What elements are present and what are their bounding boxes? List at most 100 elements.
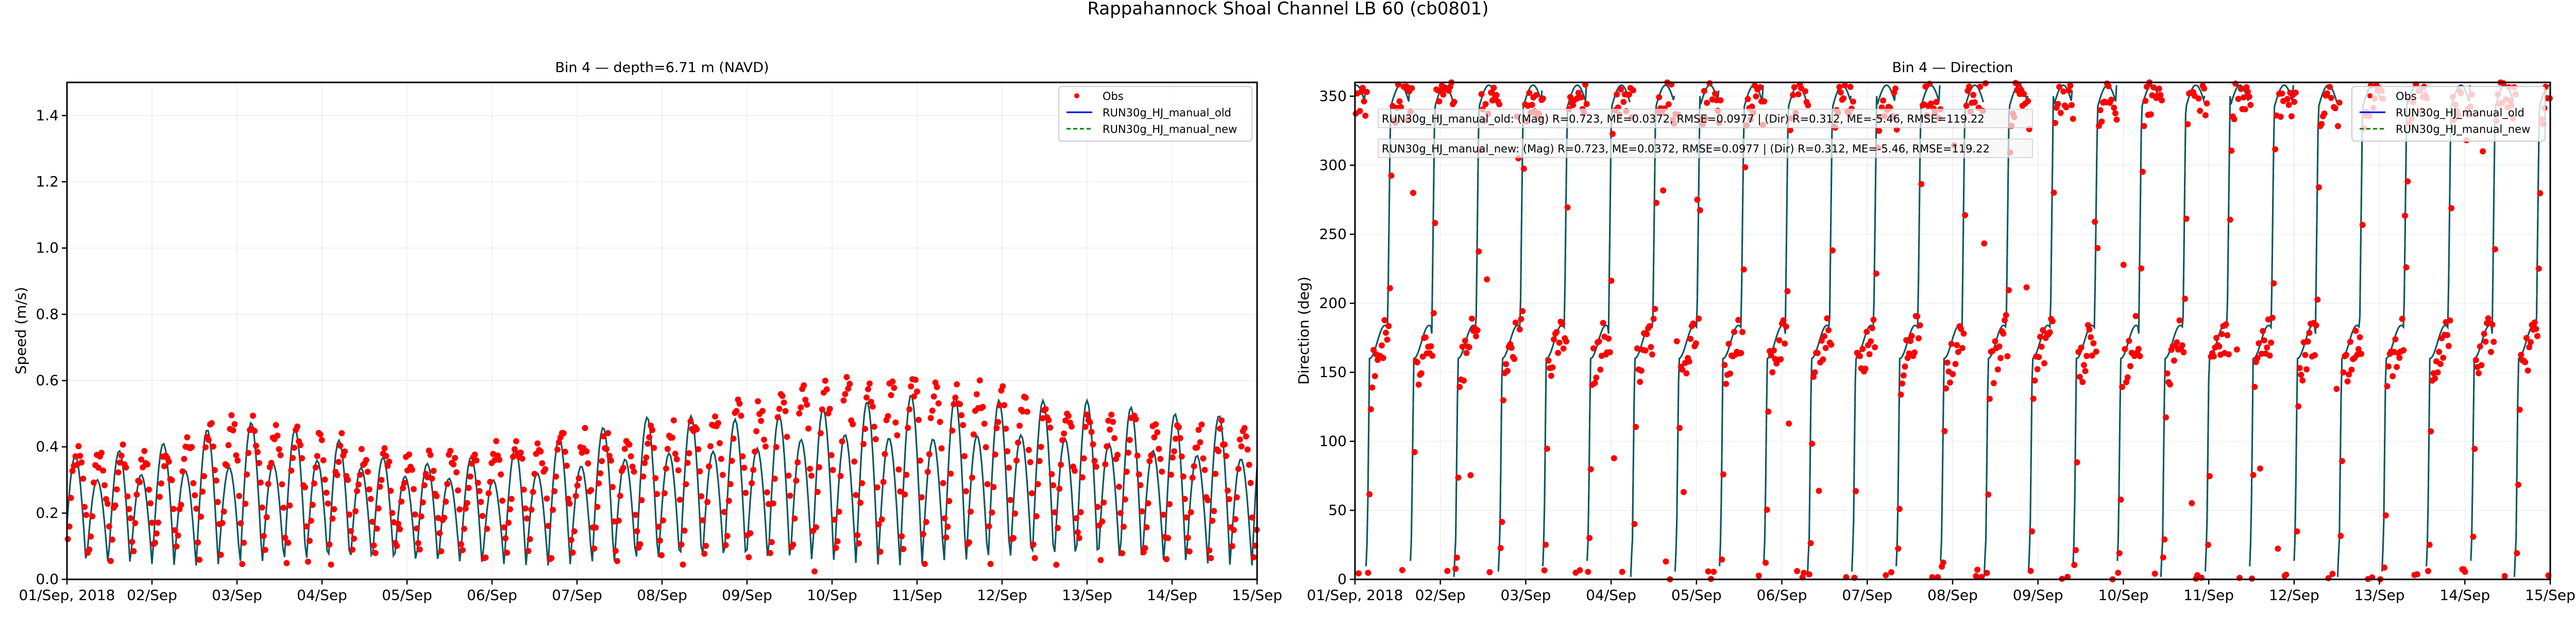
obs-point xyxy=(326,541,333,548)
obs-point xyxy=(462,505,469,512)
obs-point xyxy=(2071,562,2078,568)
obs-point xyxy=(531,471,538,477)
obs-point xyxy=(2382,512,2389,519)
obs-point xyxy=(645,440,651,447)
obs-point xyxy=(89,513,96,520)
obs-point xyxy=(224,462,230,469)
obs-point xyxy=(283,560,290,566)
obs-point xyxy=(2257,465,2263,472)
obs-point xyxy=(2527,339,2534,346)
obs-point xyxy=(2069,102,2075,108)
obs-point xyxy=(189,444,195,451)
obs-point xyxy=(1201,467,1208,473)
obs-point xyxy=(2470,534,2477,540)
obs-point xyxy=(482,554,489,561)
obs-point xyxy=(505,520,512,526)
obs-point xyxy=(256,460,262,467)
obs-point xyxy=(2531,319,2538,326)
obs-point xyxy=(1001,402,1008,408)
obs-point xyxy=(836,508,842,515)
obs-point xyxy=(398,499,405,505)
obs-point xyxy=(2318,121,2325,127)
obs-point xyxy=(845,385,852,392)
obs-point xyxy=(843,374,850,381)
obs-point xyxy=(2358,351,2365,357)
obs-point xyxy=(1107,426,1113,433)
obs-point xyxy=(334,472,341,478)
obs-point xyxy=(2462,569,2468,575)
obs-point xyxy=(2070,115,2076,122)
x-tick-label: 11/Sep xyxy=(892,587,942,604)
speed-panel-title: Bin 4 — depth=6.71 m (NAVD) xyxy=(555,60,769,76)
obs-point xyxy=(565,495,571,502)
obs-point xyxy=(599,458,605,465)
obs-point xyxy=(1596,338,1602,345)
obs-point xyxy=(534,440,541,447)
obs-point xyxy=(2197,108,2204,114)
obs-point xyxy=(2082,368,2089,374)
obs-point xyxy=(2067,82,2074,89)
obs-point xyxy=(1223,453,1229,459)
obs-point xyxy=(124,493,131,500)
obs-point xyxy=(660,517,666,524)
obs-point xyxy=(2313,322,2319,329)
obs-point xyxy=(906,406,913,413)
obs-point xyxy=(2228,147,2235,154)
obs-point xyxy=(1710,569,1717,575)
obs-point xyxy=(2437,360,2444,367)
obs-point xyxy=(1996,343,2003,350)
obs-point xyxy=(878,516,885,523)
obs-point xyxy=(969,474,975,481)
obs-point xyxy=(1367,406,1374,413)
obs-point xyxy=(1236,436,1243,443)
obs-point xyxy=(1981,240,1988,247)
obs-point xyxy=(1097,557,1104,563)
obs-point xyxy=(138,456,145,463)
obs-point xyxy=(2526,344,2533,351)
obs-point xyxy=(640,473,647,480)
obs-point xyxy=(860,441,867,448)
obs-point xyxy=(1153,421,1159,427)
obs-point xyxy=(1876,128,1883,134)
obs-point xyxy=(837,473,844,479)
obs-point xyxy=(782,408,789,415)
obs-point xyxy=(897,488,904,495)
obs-point xyxy=(2385,363,2392,370)
obs-point xyxy=(854,532,861,538)
obs-point xyxy=(575,475,582,482)
obs-point xyxy=(1076,535,1082,541)
obs-point xyxy=(960,422,967,428)
obs-point xyxy=(863,394,870,401)
obs-point xyxy=(484,525,490,532)
obs-point xyxy=(1712,91,1718,97)
obs-point xyxy=(1986,396,1993,402)
obs-point xyxy=(366,486,372,493)
x-tick-label: 10/Sep xyxy=(807,587,857,604)
obs-point xyxy=(2340,369,2347,376)
obs-point xyxy=(1829,247,1836,254)
obs-point xyxy=(1388,173,1395,179)
obs-point xyxy=(930,393,937,400)
speed-y-ticks: 0.0 0.2 0.4 0.6 0.8 1.0 1.2 1.4 xyxy=(36,107,67,588)
obs-point xyxy=(664,445,671,452)
obs-point xyxy=(553,473,560,480)
obs-point xyxy=(2296,365,2303,371)
obs-point xyxy=(1205,497,1211,504)
obs-point xyxy=(1575,90,1582,96)
obs-point xyxy=(2480,148,2486,154)
obs-point xyxy=(1837,89,1844,96)
obs-point xyxy=(2050,190,2057,196)
obs-point xyxy=(892,419,899,426)
obs-point xyxy=(1206,547,1213,554)
obs-point xyxy=(2485,315,2492,322)
obs-point xyxy=(2238,85,2244,92)
obs-point xyxy=(738,413,744,419)
obs-point xyxy=(882,451,888,457)
obs-point xyxy=(1053,561,1060,568)
obs-point xyxy=(719,472,726,478)
obs-point xyxy=(418,513,425,520)
obs-point xyxy=(502,535,509,542)
obs-point xyxy=(620,465,626,471)
speed-legend-new-label: RUN30g_HJ_manual_new xyxy=(1103,123,1237,136)
obs-point xyxy=(444,480,451,487)
